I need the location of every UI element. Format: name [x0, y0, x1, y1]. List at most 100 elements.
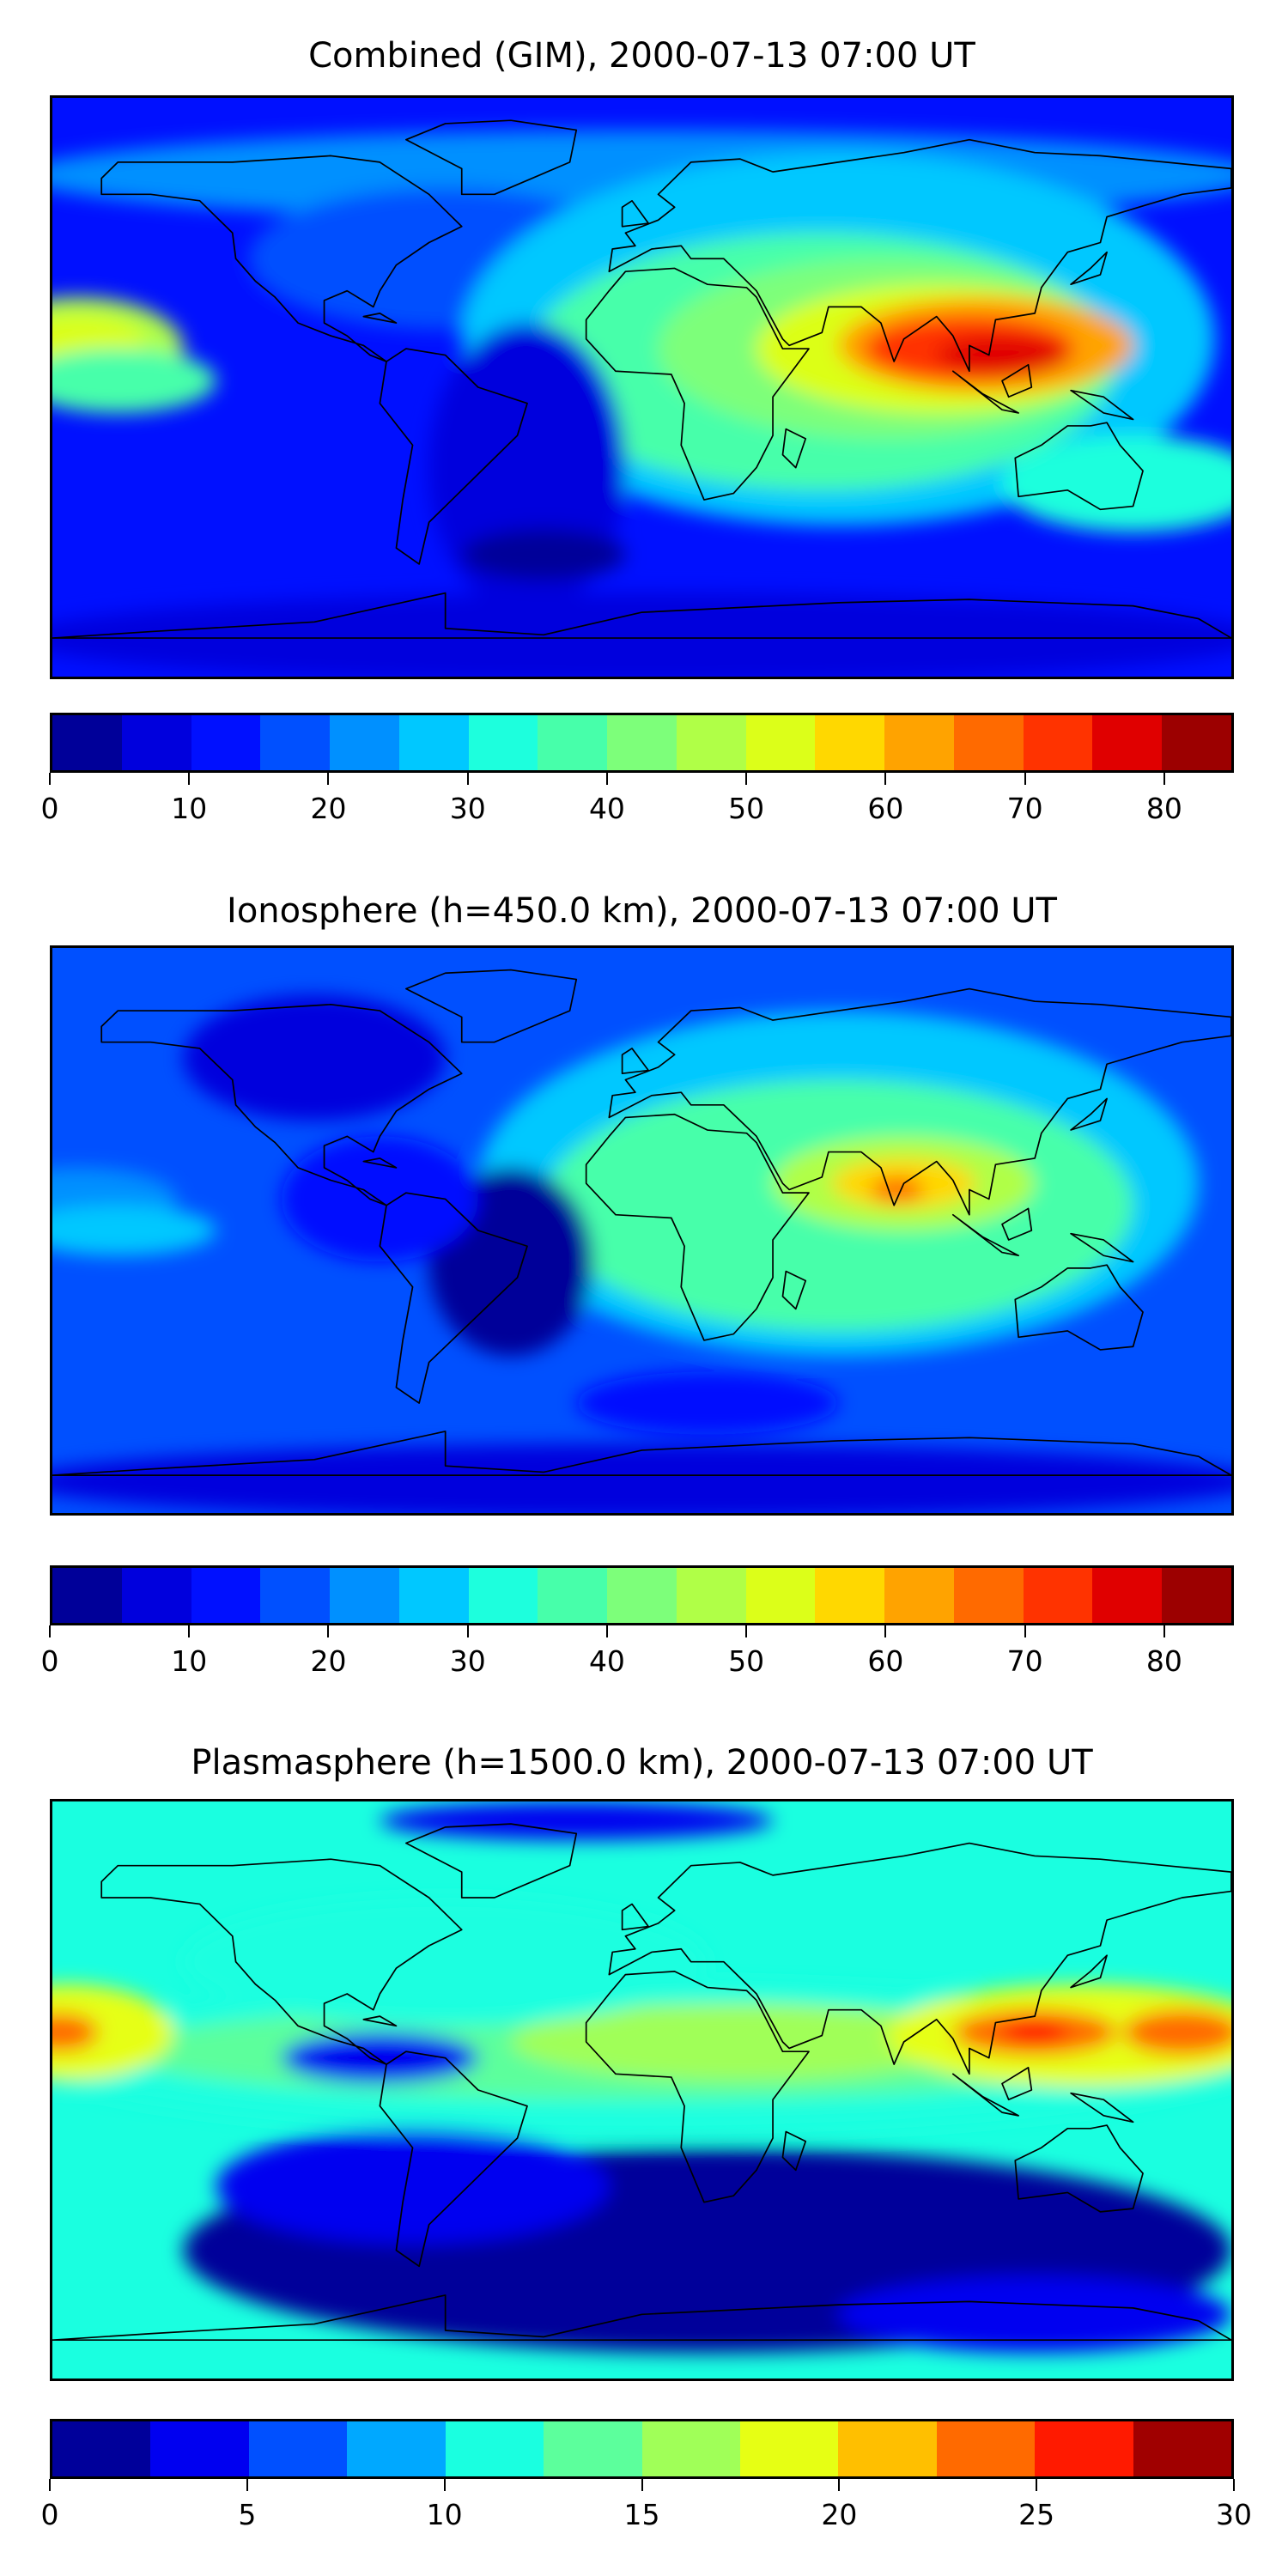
contour-region [1123, 2009, 1231, 2055]
tick-label: 50 [728, 792, 765, 825]
colorbar [50, 713, 1234, 773]
contour-region [52, 349, 216, 413]
colorbar-bin [1092, 1568, 1163, 1623]
coastline [52, 2294, 1231, 2342]
tick-label: 30 [449, 792, 486, 825]
coastline [1014, 422, 1144, 511]
colorbar-bin [347, 2421, 446, 2476]
coastline [100, 1003, 463, 1206]
contour-region [52, 1984, 174, 2081]
contour-region [183, 994, 446, 1121]
colorbar-bin [607, 715, 677, 770]
colorbar-bin [468, 1568, 538, 1623]
colorbar-bin [1162, 715, 1232, 770]
colorbar [50, 2419, 1234, 2479]
map-ionosphere [50, 945, 1234, 1516]
coastline [405, 969, 578, 1043]
contour-region [52, 1443, 1231, 1513]
coastline [621, 199, 649, 228]
contour-region [52, 592, 1231, 677]
tick-label: 0 [40, 792, 59, 825]
tick-mark [246, 2479, 248, 2491]
contour-region [1002, 2019, 1068, 2045]
colorbar-bin [150, 2421, 249, 2476]
chart-title: Plasmasphere (h=1500.0 km), 2000-07-13 0… [191, 1743, 1093, 1783]
colorbar-bin [398, 1568, 469, 1623]
tick-mark [641, 2479, 643, 2491]
colorbar-bin [445, 2421, 544, 2476]
tick-label: 20 [310, 1644, 347, 1678]
tick-mark [466, 1625, 469, 1637]
tick-mark [745, 1625, 748, 1637]
colorbar-ticks: 0 5 10 15 20 25 30 [41, 2479, 1252, 2531]
chart-title: Ionosphere (h=450.0 km), 2000-07-13 07:0… [227, 891, 1057, 931]
colorbar-bin [1092, 715, 1163, 770]
colorbar-bin [330, 715, 399, 770]
tick-mark [1024, 773, 1026, 785]
coastline [951, 2073, 1019, 2117]
tick-mark [884, 1625, 887, 1637]
coastline [405, 119, 578, 196]
coastline [52, 1431, 1231, 1476]
tick-label: 80 [1145, 792, 1182, 825]
coastline [362, 2015, 398, 2027]
colorbar-bin [815, 1568, 885, 1623]
colorbar-bin [815, 715, 885, 770]
colorbar-bin [538, 1568, 608, 1623]
colorbar-bin [191, 715, 261, 770]
tick-label: 60 [867, 792, 904, 825]
tick-mark [1163, 773, 1165, 785]
coastline [1070, 1232, 1134, 1263]
contour-region [52, 1205, 216, 1256]
colorbar-ticks: 0 10 20 30 40 50 60 70 80 [41, 773, 1234, 825]
colorbar-bin [745, 715, 816, 770]
tick-mark [1024, 1625, 1026, 1637]
map-plasmasphere [50, 1799, 1234, 2381]
tick-label: 0 [40, 1644, 59, 1678]
tick-mark [188, 1625, 191, 1637]
coastline [1014, 1264, 1144, 1351]
tick-mark [49, 2479, 51, 2491]
tick-mark [49, 1625, 51, 1637]
colorbar-bin [838, 2421, 937, 2476]
colorbar-bin [1023, 715, 1093, 770]
tick-mark [745, 773, 748, 785]
coastline [362, 313, 398, 324]
tick-mark [327, 1625, 330, 1637]
coastline [781, 428, 807, 469]
contour-region [871, 1176, 924, 1203]
colorbar-bin [121, 1568, 191, 1623]
coastline [585, 267, 810, 501]
colorbar-bin [121, 715, 191, 770]
tick-mark [1233, 2479, 1235, 2491]
chart-title: Combined (GIM), 2000-07-13 07:00 UT [308, 36, 975, 76]
coastline [1070, 1097, 1108, 1131]
tick-mark [838, 2479, 841, 2491]
coastline [100, 155, 463, 362]
colorbar-bin [468, 715, 538, 770]
colorbar-bin [1162, 1568, 1232, 1623]
contour-region [380, 1801, 774, 1840]
tick-label: 40 [588, 792, 625, 825]
coastline [951, 1213, 1019, 1257]
colorbar-bin [607, 1568, 677, 1623]
colorbar-bin [1035, 2421, 1133, 2476]
contour-region [510, 2003, 969, 2081]
contour-region [281, 1136, 478, 1262]
tick-label: 5 [238, 2498, 257, 2531]
tick-label: 80 [1145, 1644, 1182, 1678]
coastline [585, 1113, 810, 1341]
coastline [379, 348, 528, 565]
tick-label: 70 [1006, 1644, 1043, 1678]
tick-mark [1036, 2479, 1038, 2491]
coastline [1070, 389, 1134, 421]
colorbar-bin [1133, 2421, 1232, 2476]
coastline [1014, 2124, 1144, 2213]
colorbar-bin [248, 2421, 348, 2476]
coastline [621, 1048, 649, 1075]
coastline [585, 1971, 810, 2203]
coastline [379, 1192, 528, 1404]
tick-mark [605, 773, 608, 785]
coastline [100, 1858, 463, 2065]
coastline [1070, 1954, 1108, 1989]
